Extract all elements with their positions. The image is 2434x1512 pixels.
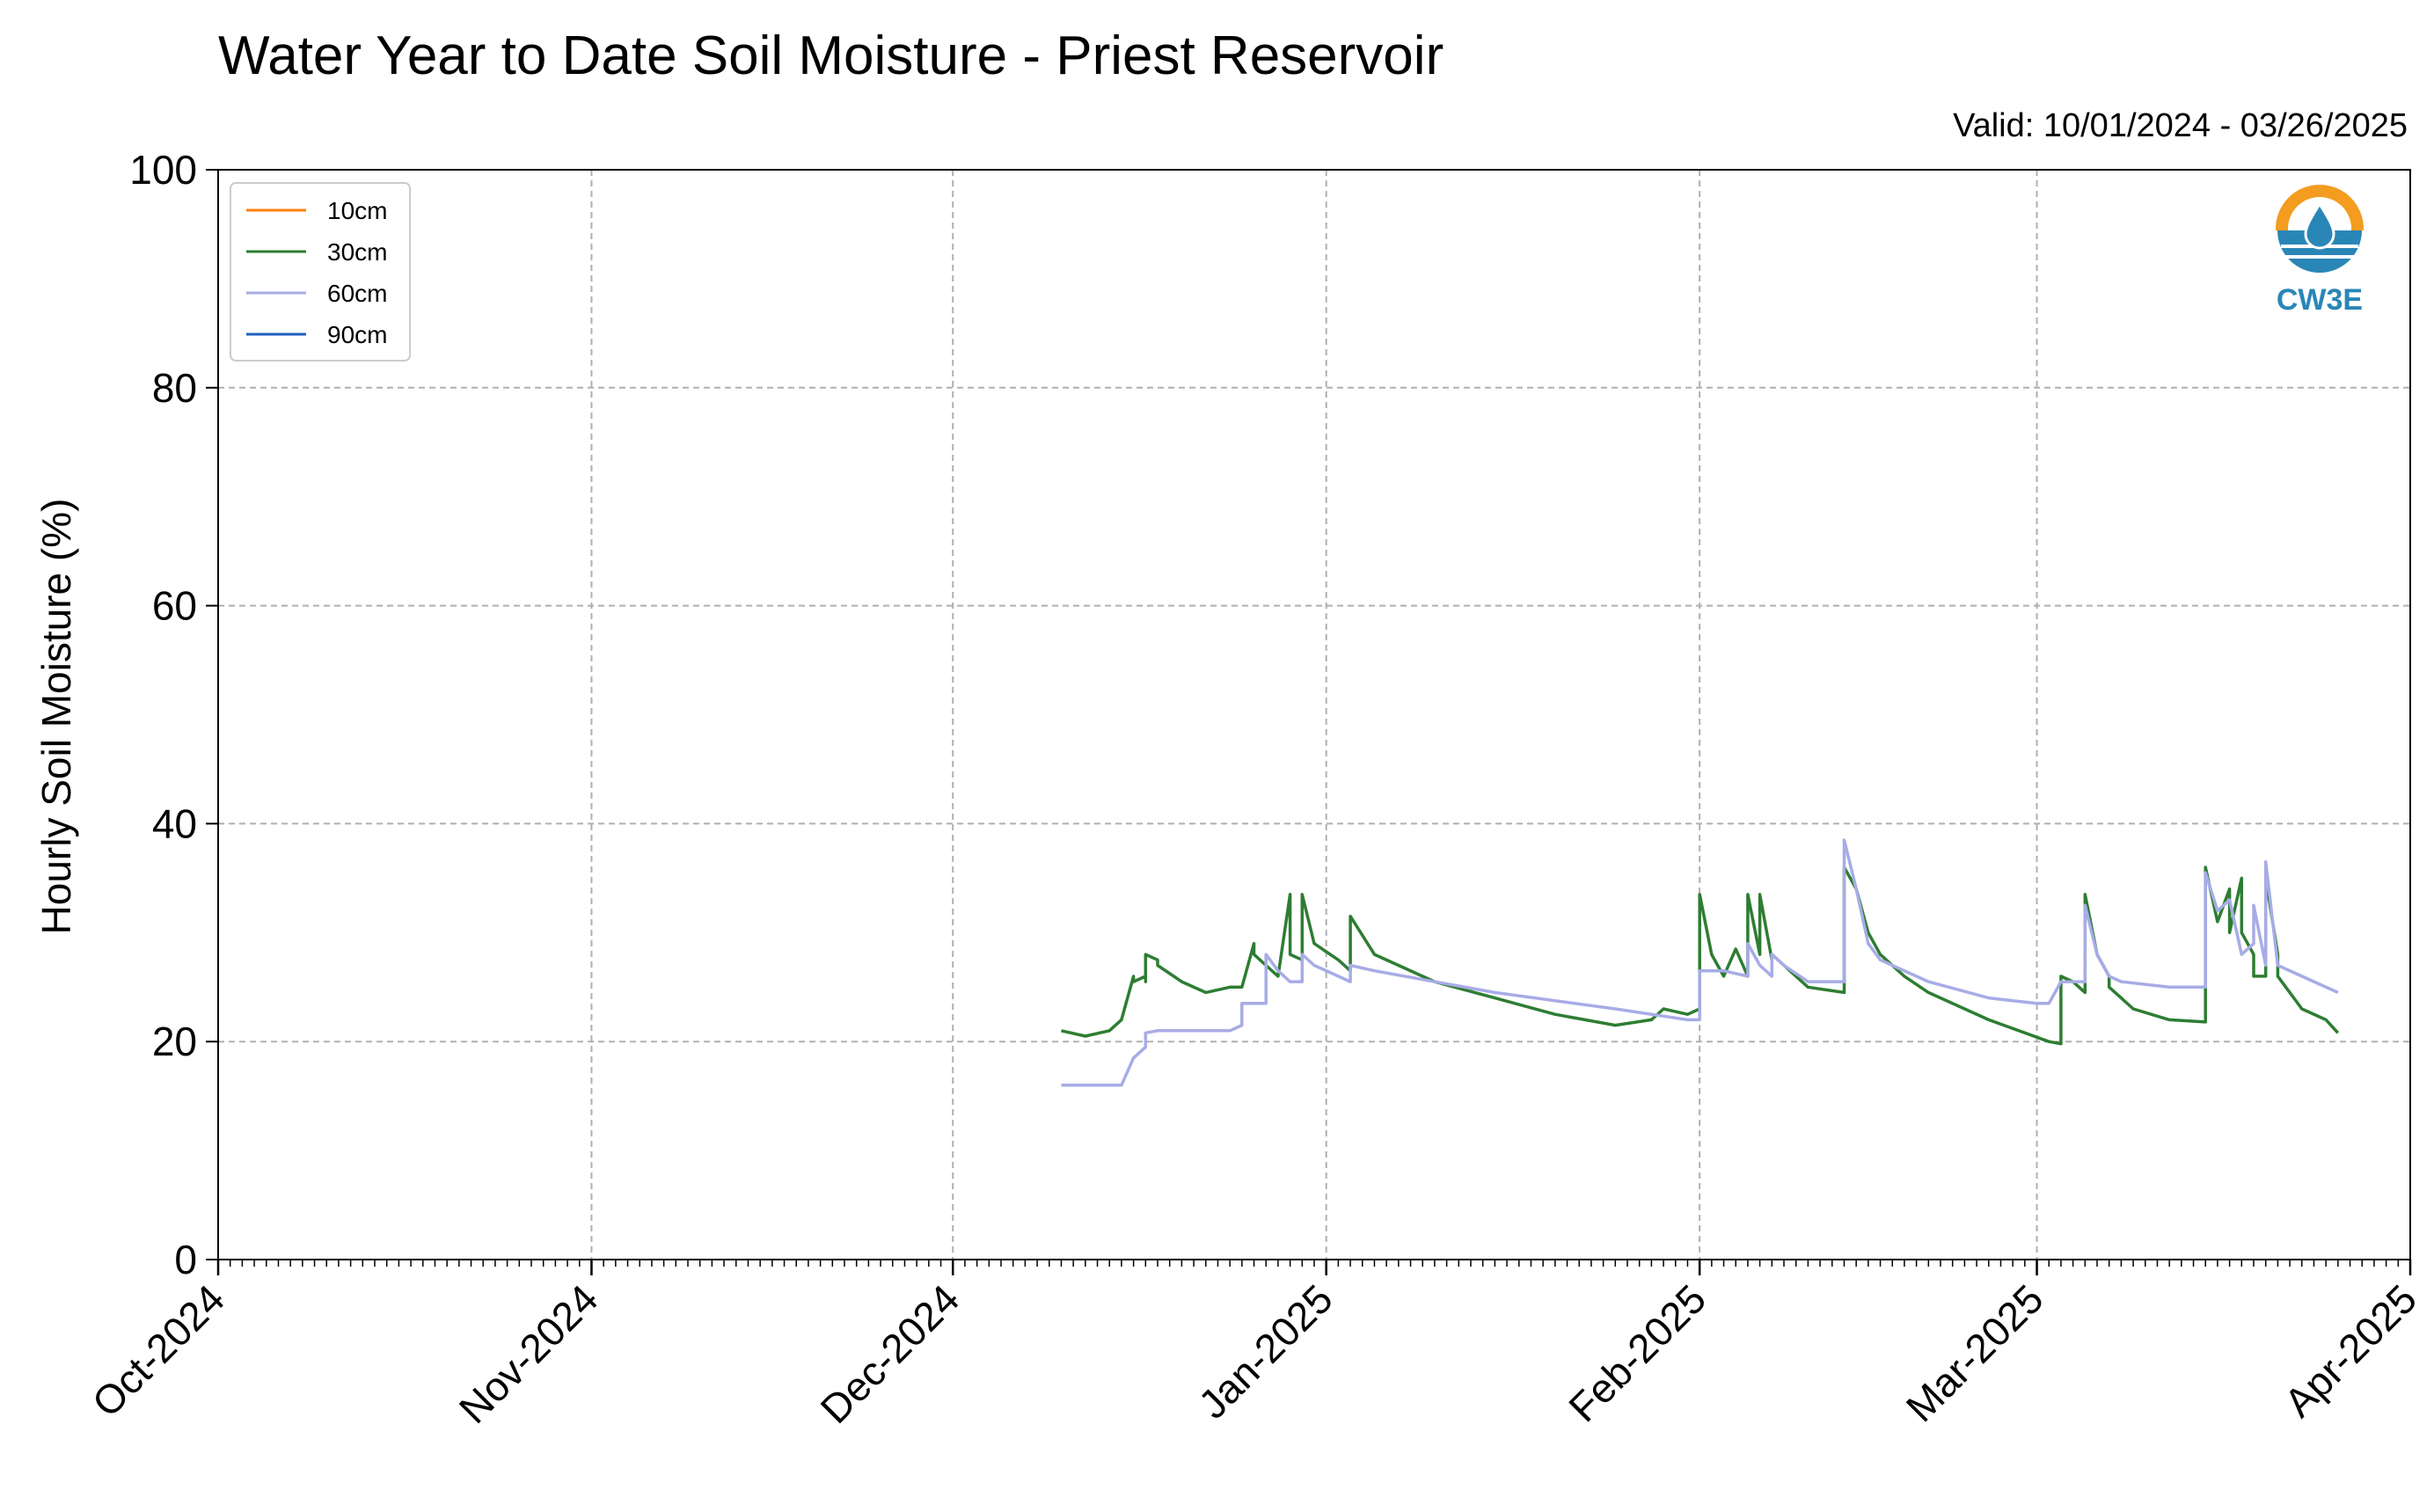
- valid-date-range: Valid: 10/01/2024 - 03/26/2025: [1953, 107, 2408, 144]
- legend-label: 90cm: [327, 321, 387, 348]
- y-tick-label: 60: [152, 583, 197, 629]
- y-tick-label: 20: [152, 1019, 197, 1064]
- x-tick-label: Nov-2024: [450, 1275, 607, 1432]
- legend: 10cm 30cm 60cm 90cm: [230, 182, 411, 362]
- x-axis: Oct-2024 Nov-2024 Dec-2024 Jan-2025 Feb-2025…: [84, 1260, 2425, 1432]
- x-tick-label: Jan-2025: [1189, 1275, 1341, 1427]
- cw3e-logo: CW3E: [2274, 185, 2365, 317]
- y-tick-label: 0: [174, 1237, 197, 1282]
- water-drop-sun-icon: [2274, 185, 2365, 276]
- y-tick-label: 40: [152, 800, 197, 846]
- legend-label: 10cm: [327, 197, 387, 224]
- y-tick-label: 80: [152, 365, 197, 411]
- x-tick-label: Oct-2024: [84, 1275, 234, 1426]
- x-tick-label: Apr-2025: [2275, 1275, 2425, 1426]
- y-tick-label: 100: [129, 147, 197, 193]
- x-tick-label: Mar-2025: [1897, 1275, 2052, 1430]
- legend-label: 30cm: [327, 238, 387, 266]
- chart-title: Water Year to Date Soil Moisture - Pries…: [218, 26, 1444, 86]
- series-line-60cm: [1061, 838, 2339, 1087]
- legend-box: [230, 182, 411, 362]
- x-tick-label: Dec-2024: [811, 1275, 968, 1432]
- axes-frame: [217, 169, 2411, 1260]
- series-layer: [1061, 838, 2340, 1087]
- y-axis-label: Hourly Soil Moisture (%): [33, 499, 79, 935]
- logo-text: CW3E: [2277, 283, 2363, 317]
- x-tick-label: Feb-2025: [1560, 1275, 1714, 1430]
- grid-lines: [217, 169, 2411, 1260]
- y-axis: 0 20 40 60 80 100: [129, 147, 218, 1282]
- legend-label: 60cm: [327, 280, 387, 307]
